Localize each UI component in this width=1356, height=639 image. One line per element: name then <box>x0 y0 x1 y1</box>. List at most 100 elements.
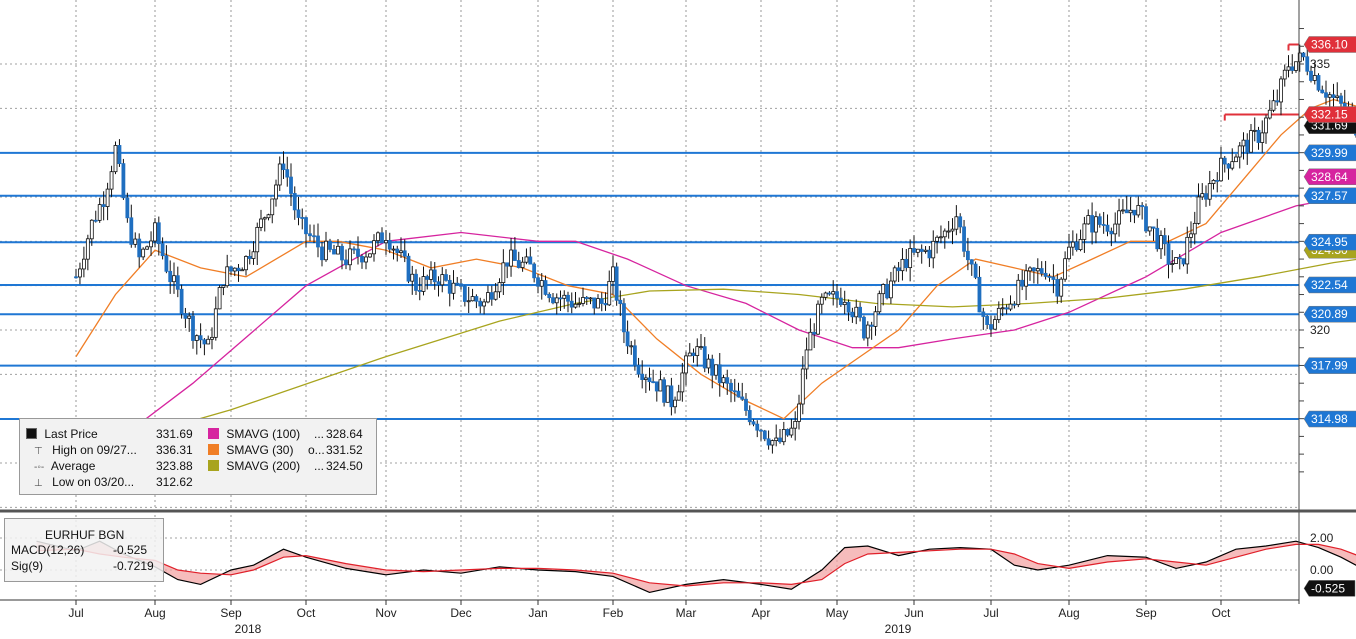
candle-body <box>569 300 574 308</box>
candle-body <box>1144 206 1148 232</box>
candle-body <box>406 255 411 282</box>
candle-body <box>858 306 862 318</box>
legend-sig: Sig(9) <box>11 559 43 574</box>
x-tick-label: Mar <box>676 606 697 620</box>
candle-body <box>935 236 939 242</box>
candle-body <box>873 311 878 327</box>
candle-body <box>444 274 448 281</box>
candle-body <box>846 301 851 313</box>
candle-body <box>1124 209 1129 214</box>
candle-body <box>384 239 388 244</box>
candle-body <box>89 219 94 240</box>
candle-body <box>823 292 828 298</box>
candle-body <box>489 292 494 300</box>
candle-body <box>785 429 790 436</box>
legend-last-price: Last Price <box>26 427 98 442</box>
candle-body <box>592 297 597 309</box>
candle-body <box>356 248 360 257</box>
candle-body <box>229 266 233 272</box>
legend-label: Average <box>50 459 96 473</box>
candle-body <box>78 268 82 278</box>
candle-body <box>838 297 843 306</box>
candle-body <box>395 248 400 253</box>
legend-value: 323.88 <box>156 459 193 473</box>
candle-body <box>1256 129 1261 143</box>
candle-body <box>117 145 122 165</box>
candle-body <box>831 291 836 295</box>
candle-body <box>391 248 396 251</box>
candle-body <box>618 299 623 305</box>
legend-label: MACD(12,26) <box>11 543 85 557</box>
x-tick-label: Jul <box>983 606 998 620</box>
y-tick-label: 320 <box>1310 323 1330 337</box>
candle-body <box>478 300 483 307</box>
candle-body <box>1136 205 1141 216</box>
candle-body <box>699 346 703 349</box>
candle-body <box>1166 243 1171 265</box>
legend-dots: o... <box>308 443 325 457</box>
x-tick-label: Aug <box>144 606 165 620</box>
collapse-icon[interactable] <box>26 428 37 439</box>
candle-body <box>414 273 418 291</box>
macd-instrument: EURHUF BGN <box>45 528 125 542</box>
candle-body <box>588 297 593 300</box>
candle-body <box>429 269 433 280</box>
legend-value: 328.64 <box>326 427 363 441</box>
candle-body <box>725 377 730 384</box>
candle-body <box>459 283 463 287</box>
candle-body <box>482 301 487 307</box>
candle-body <box>581 297 585 304</box>
candle-body <box>1226 163 1231 169</box>
candle-body <box>658 379 663 392</box>
candle-body <box>532 263 537 279</box>
candle-body <box>744 398 748 411</box>
candle-body <box>1294 61 1298 71</box>
candle-body <box>766 438 771 446</box>
candle-body <box>543 280 548 295</box>
level-badge-box <box>1303 233 1356 251</box>
level-badge-box <box>1303 276 1356 294</box>
candle-body <box>191 315 195 341</box>
candle-body <box>160 243 165 257</box>
candle-body <box>1047 276 1052 278</box>
candle-body <box>950 228 955 232</box>
candle-body <box>869 324 874 327</box>
candle-body <box>455 282 460 285</box>
candle-body <box>1279 78 1283 103</box>
candle-body <box>1078 238 1083 251</box>
candle-body <box>854 306 859 318</box>
candle-body <box>1200 193 1205 198</box>
candle-body <box>714 364 718 376</box>
legend-label: High on 09/27... <box>52 443 137 457</box>
candle-body <box>892 267 897 282</box>
candle-body <box>729 382 733 392</box>
candle-body <box>470 296 475 302</box>
sma30-swatch <box>208 444 219 455</box>
candle-body <box>1331 94 1336 98</box>
candle-body <box>1335 95 1340 98</box>
candle-body <box>1252 129 1257 132</box>
candle-body <box>440 274 445 286</box>
candle-body <box>908 248 913 269</box>
candle-body <box>175 275 180 290</box>
candle-body <box>800 368 805 405</box>
candle-body <box>900 258 905 272</box>
average-marker-icon: -◦- <box>34 462 45 473</box>
y-tick-label: 335 <box>1310 57 1330 71</box>
candle-body <box>778 437 782 443</box>
candle-body <box>1024 270 1028 287</box>
candle-body <box>277 163 282 186</box>
candle-body <box>923 249 928 252</box>
candle-body <box>1282 69 1287 80</box>
level-badge-box <box>1303 357 1356 374</box>
candle-body <box>647 377 652 383</box>
candle-body <box>1032 267 1036 272</box>
candle-body <box>528 256 533 265</box>
candle-body <box>270 198 275 216</box>
level-badge-label: 324.95 <box>1311 235 1348 249</box>
candle-body <box>611 266 615 282</box>
candle-body <box>981 311 986 317</box>
candle-body <box>958 216 963 228</box>
sma-line <box>75 193 1356 473</box>
legend-label: SMAVG (30) <box>226 443 294 457</box>
